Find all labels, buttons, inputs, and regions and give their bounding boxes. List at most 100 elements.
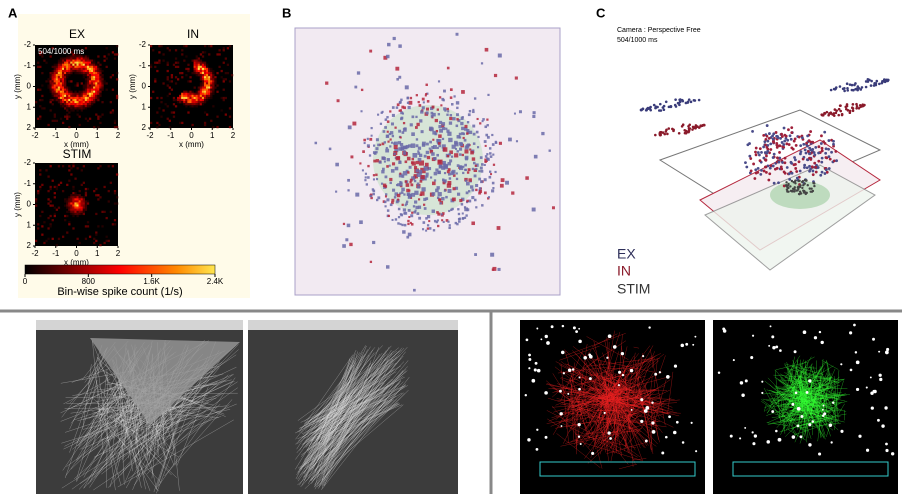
heatmap-cell [50,91,52,93]
heatmap-cell [64,76,66,78]
heatmap-cell [99,165,101,167]
node [546,341,550,345]
panel-label: C [596,5,606,20]
neuron-square [471,196,474,199]
point [819,174,822,177]
heatmap-cell [97,72,99,74]
heatmap-cell [227,47,229,49]
heatmap-cell [204,101,206,103]
heatmap-cell [89,103,91,105]
neuron-square [458,220,461,223]
heatmap-cell [150,97,152,99]
node [544,391,548,395]
heatmap-cell [83,91,85,93]
neuron-square [464,139,467,142]
neuron-square [441,197,444,200]
neuron-square [410,97,412,99]
neuron-square [400,136,402,138]
point [832,112,835,115]
node [537,369,541,373]
heatmap-cell [208,87,210,89]
point [748,142,751,145]
neuron-square [438,125,441,128]
point [804,148,807,151]
heatmap-cell [85,101,87,103]
x-axis-label: x (mm) [64,140,89,149]
heatmap-cell [74,178,76,180]
heatmap-cell [229,107,231,109]
heatmap-cell [93,89,95,91]
heatmap-cell [72,188,74,190]
heatmap-cell [204,111,206,113]
heatmap-cell [68,60,70,62]
point [852,109,855,112]
heatmap-cell [54,97,56,99]
heatmap-cell [194,87,196,89]
neuron-square [420,194,422,196]
heatmap-cell [216,84,218,86]
neuron-square [359,162,361,164]
heatmap-cell [85,209,87,211]
neuron-square [456,107,458,109]
neuron-square [403,193,405,195]
heatmap-cell [114,126,116,128]
heatmap-cell [202,72,204,74]
heatmap-cell [74,91,76,93]
node [872,338,875,341]
neuron-square [480,167,483,170]
point [687,131,690,134]
node [694,336,696,338]
node [850,369,853,372]
heatmap-cell [79,124,81,126]
heatmap-cell [103,242,105,244]
heatmap-cell [89,66,91,68]
heatmap-cell [167,70,169,72]
heatmap-cell [225,97,227,99]
point [792,148,795,151]
node [771,410,774,413]
heatmap-cell [200,95,202,97]
point [835,109,838,112]
point [875,80,878,83]
node [545,335,548,338]
legend-entry: EX [617,246,636,262]
heatmap-cell [41,225,43,227]
heatmap-cell [91,76,93,78]
neuron-square [427,156,430,159]
neuron-square [406,201,408,203]
heatmap-cell [202,93,204,95]
neuron-square [365,173,367,175]
neuron-square [373,151,376,154]
heatmap-cell [43,60,45,62]
heatmap-cell [175,57,177,59]
neuron-square [451,103,454,106]
heatmap-cell [150,66,152,68]
heatmap-cell [189,97,191,99]
heatmap-cell [50,101,52,103]
heatmap-cell [39,173,41,175]
point [821,149,824,152]
neuron-square [514,113,516,115]
heatmap-cell [192,72,194,74]
heatmap-cell [79,72,81,74]
heatmap-cell [187,70,189,72]
heatmap-cell [185,74,187,76]
point [828,155,831,158]
heatmap-cell [74,194,76,196]
neuron-square [408,196,411,199]
heatmap-cell [89,93,91,95]
neuron-square [416,123,419,126]
node [739,437,741,439]
heatmap-cell [210,82,212,84]
heatmap-cell [210,91,212,93]
point [809,141,812,144]
heatmap-cell [87,82,89,84]
heatmap-cell [60,103,62,105]
heatmap-cell [200,68,202,70]
heatmap-cell [93,74,95,76]
heatmap-cell [68,180,70,182]
neuron-square [347,189,349,191]
neuron-square [468,200,471,203]
heatmap-cell [87,64,89,66]
neuron-square [410,123,413,126]
